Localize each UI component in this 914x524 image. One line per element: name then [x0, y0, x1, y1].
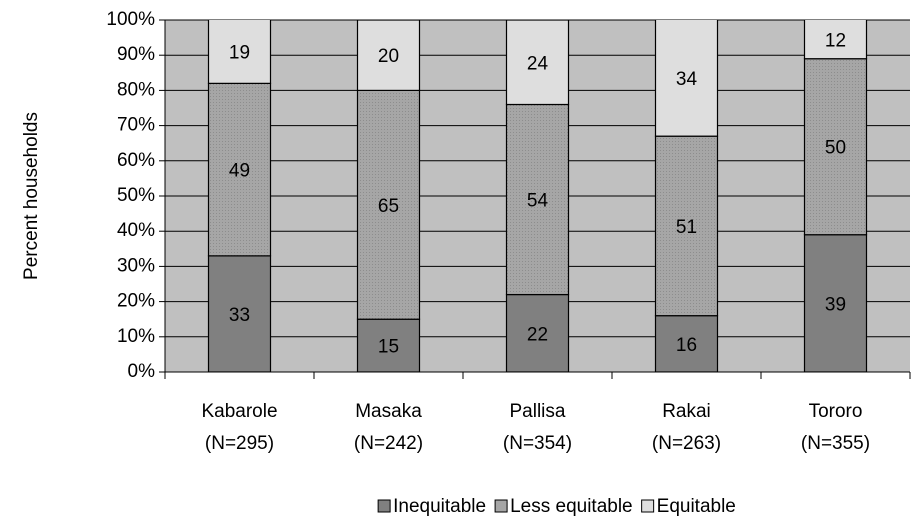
y-tick-label: 0% [128, 361, 156, 382]
x-tick-sublabel: (N=263) [652, 433, 721, 454]
data-label: 39 [825, 294, 846, 315]
x-tick-sublabel: (N=355) [801, 433, 870, 454]
bar-texture [208, 83, 271, 256]
legend-swatch [377, 499, 391, 513]
y-tick-label: 100% [106, 9, 155, 30]
bar-texture [804, 58, 867, 235]
x-tick-label: Tororo [809, 401, 863, 422]
x-tick-label: Rakai [662, 401, 711, 422]
data-label: 49 [229, 161, 250, 182]
bar-segment [803, 20, 868, 60]
bar-texture [655, 136, 718, 316]
y-tick-label: 70% [117, 115, 155, 136]
data-label: 19 [229, 43, 250, 64]
legend-label: Equitable [657, 496, 736, 517]
y-tick-label: 50% [117, 185, 155, 206]
bar-segment [505, 293, 570, 372]
y-tick-label: 30% [117, 255, 155, 276]
legend-label: Inequitable [393, 496, 486, 517]
y-tick-label: 90% [117, 44, 155, 65]
legend-swatch [641, 499, 655, 513]
y-tick-label: 40% [117, 220, 155, 241]
x-tick-label: Masaka [355, 401, 422, 422]
data-label: 16 [676, 335, 697, 356]
bar-segment [207, 20, 272, 84]
legend-swatch [494, 499, 508, 513]
bar-texture [506, 104, 569, 295]
x-tick-label: Kabarole [201, 401, 277, 422]
data-label: 50 [825, 138, 846, 159]
y-tick-label: 10% [117, 326, 155, 347]
data-label: 22 [527, 324, 548, 345]
x-tick-sublabel: (N=295) [205, 433, 274, 454]
data-label: 51 [676, 217, 697, 238]
bar-texture [357, 90, 420, 320]
data-label: 24 [527, 53, 549, 74]
data-label: 15 [378, 337, 399, 358]
data-label: 34 [676, 69, 698, 90]
data-label: 12 [825, 30, 846, 51]
x-tick-sublabel: (N=242) [354, 433, 423, 454]
data-label: 65 [378, 196, 399, 217]
y-tick-label: 20% [117, 291, 155, 312]
bar-segment [803, 234, 868, 372]
data-label: 54 [527, 191, 549, 212]
y-tick-label: 60% [117, 150, 155, 171]
bar-segment [654, 20, 719, 137]
data-label: 20 [378, 46, 399, 67]
bar-segment [356, 20, 421, 92]
bar-segment [207, 255, 272, 372]
bars [207, 20, 868, 372]
x-tick-sublabel: (N=354) [503, 433, 572, 454]
y-axis-label: Percent households [21, 112, 42, 280]
data-label: 33 [229, 305, 250, 326]
x-tick-label: Pallisa [510, 401, 566, 422]
legend-label: Less equitable [510, 496, 633, 517]
y-tick-label: 80% [117, 79, 155, 100]
bar-segment [654, 315, 719, 372]
bar-segment [505, 20, 570, 106]
